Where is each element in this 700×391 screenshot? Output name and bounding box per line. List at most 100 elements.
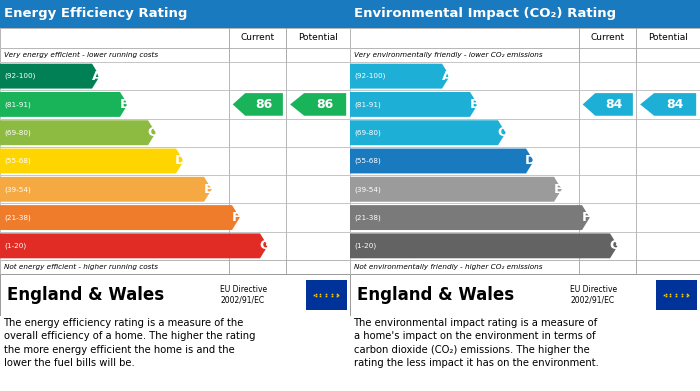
Text: G: G <box>259 239 270 252</box>
Bar <box>580 48 636 62</box>
Bar <box>350 175 580 203</box>
Bar <box>580 203 636 232</box>
Bar <box>636 118 700 147</box>
Bar <box>230 28 286 48</box>
Bar <box>0 90 230 118</box>
Bar <box>230 62 286 90</box>
Text: Potential: Potential <box>298 34 338 43</box>
Bar <box>636 90 700 118</box>
Bar <box>350 48 580 62</box>
Polygon shape <box>0 64 99 89</box>
Bar <box>286 62 350 90</box>
Text: England & Wales: England & Wales <box>357 286 514 304</box>
Bar <box>0 260 230 274</box>
Bar <box>350 62 580 90</box>
Text: Not energy efficient - higher running costs: Not energy efficient - higher running co… <box>4 264 158 270</box>
Text: (92-100): (92-100) <box>354 73 386 79</box>
Bar <box>580 118 636 147</box>
Bar <box>286 175 350 203</box>
Text: England & Wales: England & Wales <box>7 286 164 304</box>
Bar <box>636 28 700 48</box>
Bar <box>580 232 636 260</box>
Text: D: D <box>175 154 186 167</box>
Text: (81-91): (81-91) <box>4 101 31 108</box>
Bar <box>350 147 580 175</box>
Bar <box>286 118 350 147</box>
Text: (21-38): (21-38) <box>354 214 381 221</box>
Bar <box>230 175 286 203</box>
Text: F: F <box>232 211 241 224</box>
Bar <box>230 232 286 260</box>
Text: The energy efficiency rating is a measure of the
overall efficiency of a home. T: The energy efficiency rating is a measur… <box>4 318 255 368</box>
Bar <box>286 260 350 274</box>
Polygon shape <box>350 149 533 174</box>
Text: (55-68): (55-68) <box>354 158 381 164</box>
Polygon shape <box>350 64 449 89</box>
Bar <box>636 147 700 175</box>
Bar <box>0 48 230 62</box>
Text: (39-54): (39-54) <box>4 186 31 192</box>
Bar <box>286 203 350 232</box>
Text: EU Directive
2002/91/EC: EU Directive 2002/91/EC <box>570 285 617 305</box>
Bar <box>230 147 286 175</box>
Bar <box>350 260 580 274</box>
Bar <box>580 175 636 203</box>
Text: (69-80): (69-80) <box>354 129 381 136</box>
Bar <box>350 90 580 118</box>
Polygon shape <box>0 177 211 202</box>
Text: (69-80): (69-80) <box>4 129 31 136</box>
Polygon shape <box>582 93 633 116</box>
Bar <box>657 280 696 310</box>
Polygon shape <box>0 92 127 117</box>
Text: E: E <box>204 183 214 196</box>
Text: E: E <box>554 183 564 196</box>
Bar <box>286 90 350 118</box>
Polygon shape <box>640 93 696 116</box>
Text: Current: Current <box>241 34 275 43</box>
Bar <box>230 48 286 62</box>
Bar <box>636 260 700 274</box>
Text: (55-68): (55-68) <box>4 158 31 164</box>
Polygon shape <box>350 92 477 117</box>
Bar <box>636 62 700 90</box>
Bar <box>286 48 350 62</box>
Text: D: D <box>525 154 536 167</box>
Bar <box>286 147 350 175</box>
Polygon shape <box>350 233 617 258</box>
Bar <box>286 28 350 48</box>
Text: (1-20): (1-20) <box>4 242 27 249</box>
Text: Very energy efficient - lower running costs: Very energy efficient - lower running co… <box>4 52 158 58</box>
Text: (1-20): (1-20) <box>354 242 377 249</box>
Text: A: A <box>442 70 452 83</box>
Polygon shape <box>0 233 267 258</box>
Bar <box>580 90 636 118</box>
Bar <box>0 62 230 90</box>
Bar <box>580 62 636 90</box>
Bar <box>350 232 580 260</box>
Text: (81-91): (81-91) <box>354 101 381 108</box>
Bar <box>636 232 700 260</box>
Text: A: A <box>92 70 102 83</box>
Text: (21-38): (21-38) <box>4 214 31 221</box>
Bar <box>0 28 230 48</box>
Bar <box>350 118 580 147</box>
Text: Current: Current <box>591 34 625 43</box>
Bar <box>580 28 636 48</box>
Text: 86: 86 <box>256 98 273 111</box>
Bar <box>636 175 700 203</box>
Text: C: C <box>148 126 158 139</box>
Bar <box>230 118 286 147</box>
Bar <box>230 90 286 118</box>
Bar <box>580 147 636 175</box>
Text: (39-54): (39-54) <box>354 186 381 192</box>
Bar <box>0 175 230 203</box>
Polygon shape <box>0 120 155 145</box>
Bar <box>636 48 700 62</box>
Text: C: C <box>498 126 508 139</box>
Text: Environmental Impact (CO₂) Rating: Environmental Impact (CO₂) Rating <box>354 7 615 20</box>
Polygon shape <box>232 93 283 116</box>
Text: Energy Efficiency Rating: Energy Efficiency Rating <box>4 7 187 20</box>
Bar <box>230 260 286 274</box>
Polygon shape <box>0 149 183 174</box>
Text: Very environmentally friendly - lower CO₂ emissions: Very environmentally friendly - lower CO… <box>354 52 542 58</box>
